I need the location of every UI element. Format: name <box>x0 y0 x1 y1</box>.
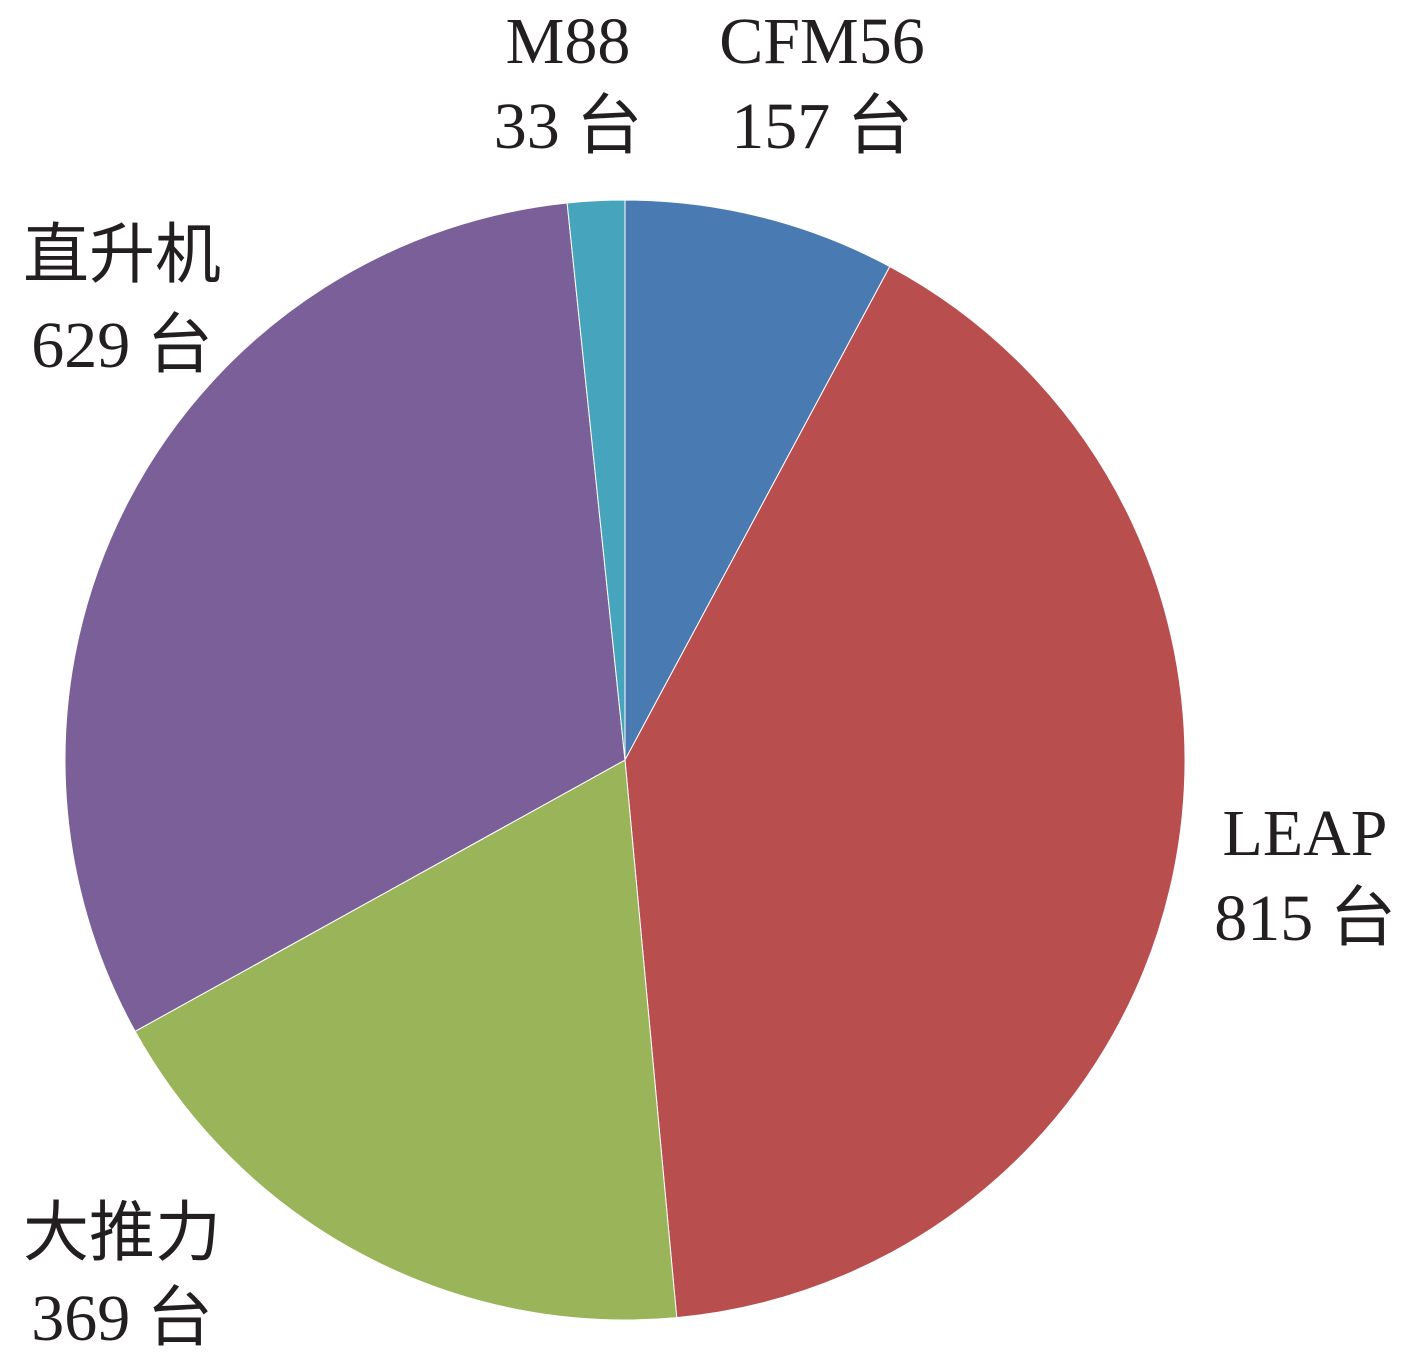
value-label: 369 台 <box>31 1282 213 1355</box>
value-label: 157 台 <box>731 90 913 163</box>
slice-label: 大推力 <box>23 1197 221 1270</box>
value-label: 33 台 <box>494 90 643 163</box>
pie-slice <box>624 199 891 761</box>
pie-slice <box>624 265 1186 1319</box>
slice-label: CFM56 <box>719 5 924 78</box>
slice-label: 直升机 <box>23 219 221 292</box>
value-label: 815 台 <box>1214 882 1396 955</box>
pie-slice <box>566 199 626 761</box>
pie-slice <box>64 202 626 1033</box>
pie-slice <box>134 759 678 1321</box>
slice-label: M88 <box>506 5 631 78</box>
slice-label: LEAP <box>1223 797 1388 870</box>
value-label: 629 台 <box>31 309 213 382</box>
